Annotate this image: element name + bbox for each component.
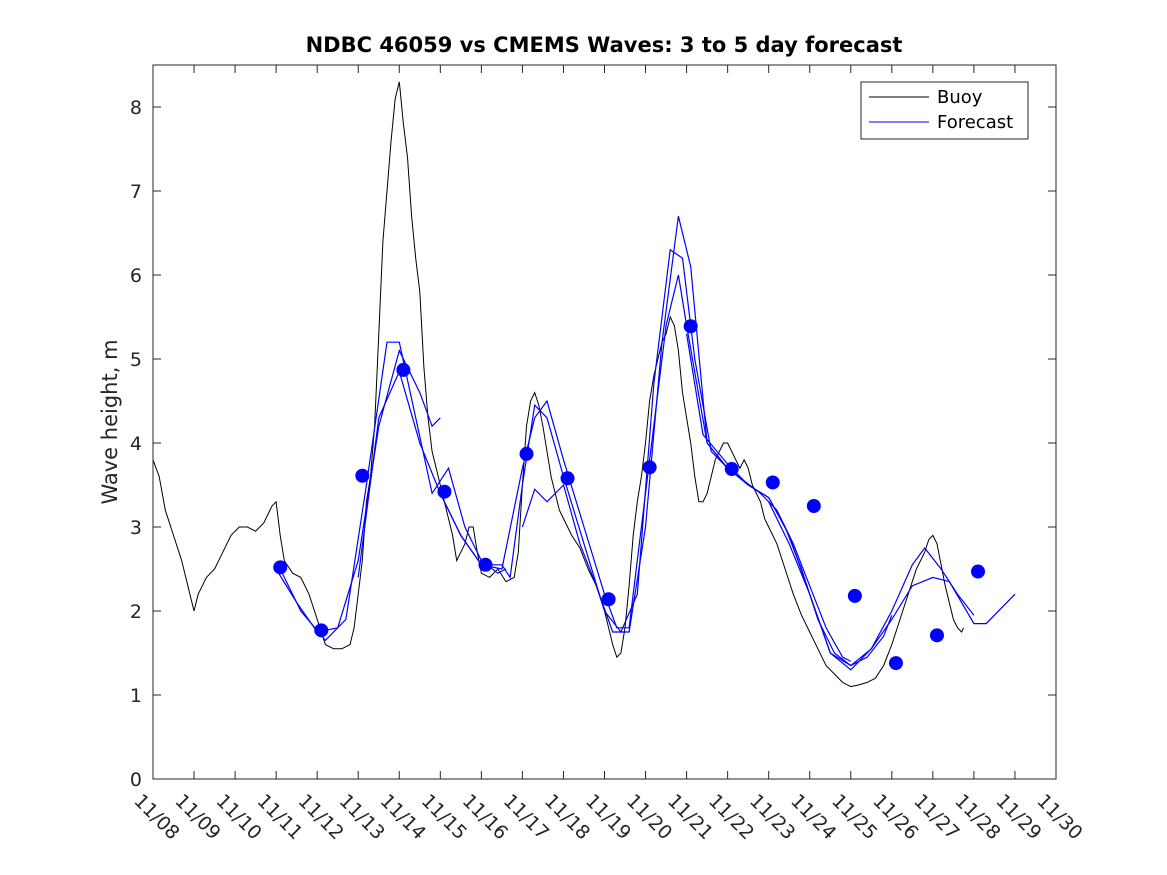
forecast-series-line-5 xyxy=(521,216,893,667)
forecast-marker xyxy=(683,319,698,334)
forecast-series-line-2 xyxy=(279,341,507,642)
y-tick-label: 6 xyxy=(130,265,142,287)
forecast-series-line-3 xyxy=(357,274,729,629)
forecast-marker xyxy=(519,446,534,461)
y-tick-label: 3 xyxy=(130,517,142,539)
forecast-marker xyxy=(601,592,616,607)
forecast-marker xyxy=(929,628,944,643)
chart-title: NDBC 46059 vs CMEMS Waves: 3 to 5 day fo… xyxy=(306,33,903,57)
plot-frame xyxy=(152,64,1057,780)
y-axis-label: Wave height, m xyxy=(98,339,122,504)
y-axis-ticks: 0 1 2 3 4 5 6 7 8 xyxy=(130,97,1056,791)
forecast-marker xyxy=(724,462,739,477)
forecast-marker xyxy=(888,656,903,671)
forecast-marker xyxy=(355,468,370,483)
forecast-marker xyxy=(765,475,780,490)
buoy-series-line xyxy=(152,81,965,688)
y-tick-label: 8 xyxy=(130,97,142,119)
y-tick-label: 4 xyxy=(130,433,142,455)
forecast-series-line-6 xyxy=(686,333,975,671)
forecast-marker xyxy=(642,460,657,475)
forecast-marker xyxy=(273,560,288,575)
forecast-marker xyxy=(971,564,986,579)
y-tick-label: 5 xyxy=(130,349,142,371)
legend-buoy-label: Buoy xyxy=(937,87,983,108)
forecast-series-line-7 xyxy=(768,501,1016,667)
forecast-marker xyxy=(437,484,452,499)
plot-area xyxy=(153,65,1056,779)
forecast-marker xyxy=(478,557,493,572)
forecast-marker xyxy=(560,471,575,486)
forecast-marker xyxy=(806,499,821,513)
legend-box xyxy=(860,81,1029,140)
y-tick-label: 7 xyxy=(130,181,142,203)
forecast-marker xyxy=(847,588,862,603)
forecast-marker xyxy=(314,623,329,638)
legend: Buoy Forecast xyxy=(860,81,1029,140)
forecast-marker xyxy=(396,362,411,377)
series-layer xyxy=(152,81,1016,688)
y-tick-label: 0 xyxy=(130,769,142,791)
y-tick-label: 1 xyxy=(130,685,142,707)
y-tick-label: 2 xyxy=(130,601,142,623)
legend-forecast-label: Forecast xyxy=(937,112,1013,133)
